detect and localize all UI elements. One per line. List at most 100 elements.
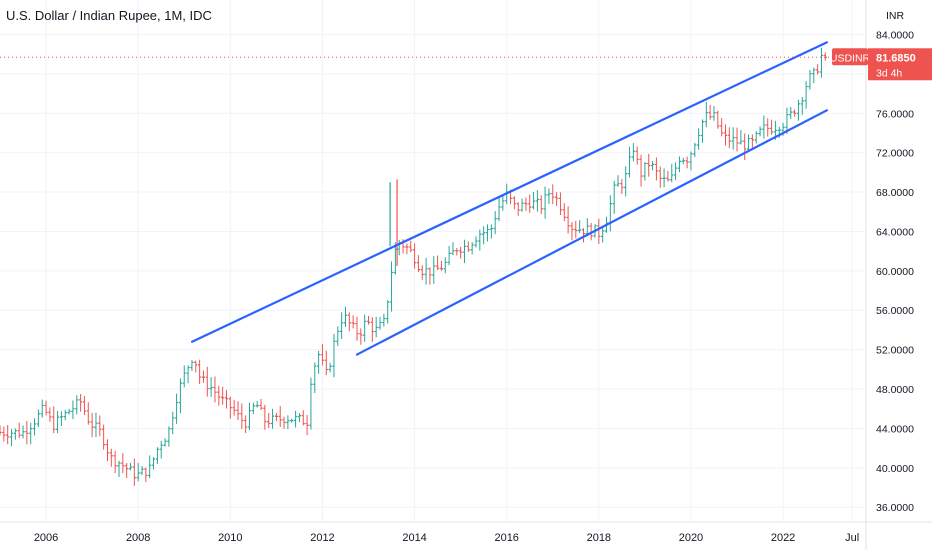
candle — [297, 413, 302, 423]
candle — [29, 422, 33, 445]
candle — [282, 416, 286, 429]
candle — [643, 162, 647, 181]
candle — [0, 425, 2, 436]
candle — [128, 462, 133, 471]
candle — [167, 426, 171, 447]
candle — [647, 153, 651, 177]
candle — [144, 467, 148, 483]
candle — [79, 394, 83, 412]
candle — [17, 422, 21, 439]
candle — [259, 398, 263, 411]
candle — [9, 429, 14, 447]
candle — [48, 407, 52, 422]
time-axis[interactable]: 2006 2008 2010 2012 2014 2016 2018 2020 2022 Jul — [0, 521, 932, 544]
candle — [447, 246, 451, 266]
candle — [796, 99, 801, 121]
price-axis[interactable]: INR 36.0000 40.0000 44.0000 48.0000 52.0000 56… — [830, 0, 932, 550]
candle — [685, 156, 689, 169]
candle — [409, 240, 413, 253]
candle — [244, 415, 248, 434]
candle — [716, 110, 720, 129]
candle — [700, 119, 705, 143]
candle — [735, 127, 739, 152]
candle — [82, 396, 87, 416]
candle — [270, 408, 275, 429]
candle — [397, 239, 401, 256]
candle — [766, 118, 770, 137]
candle — [370, 317, 374, 343]
candle — [412, 243, 417, 269]
candle — [627, 146, 632, 178]
candle — [232, 399, 236, 416]
candle — [343, 306, 348, 327]
candle — [670, 163, 674, 183]
candle — [750, 134, 754, 148]
candle — [378, 316, 382, 330]
candle — [608, 195, 612, 232]
x-tick-label: 2020 — [679, 532, 703, 544]
candle — [198, 359, 202, 384]
candle — [32, 418, 37, 436]
candle — [474, 236, 478, 248]
candle — [531, 192, 536, 210]
candle — [386, 300, 390, 324]
candle — [201, 370, 206, 383]
candle — [36, 409, 40, 428]
candle — [320, 343, 325, 366]
candle — [293, 410, 298, 428]
candle — [789, 107, 793, 120]
candle — [75, 395, 79, 415]
candle — [136, 462, 140, 482]
candle — [712, 106, 716, 121]
y-tick-label: 44.0000 — [876, 423, 914, 435]
trend-channel — [190, 41, 828, 356]
symbol-badge-text: USDINR — [830, 52, 871, 64]
candle — [697, 128, 701, 150]
candle — [754, 131, 758, 144]
candle — [470, 242, 474, 255]
x-tick-label: 2022 — [771, 532, 795, 544]
candle — [746, 134, 751, 152]
candle — [516, 202, 520, 216]
candle — [762, 115, 766, 139]
x-tick-label: 2014 — [402, 532, 426, 544]
candle — [562, 203, 566, 222]
candle — [59, 411, 64, 427]
candle — [247, 402, 252, 430]
candle — [55, 410, 60, 434]
candle — [309, 377, 313, 430]
candle — [255, 400, 259, 408]
candle — [528, 194, 532, 213]
candle — [98, 415, 102, 437]
candle — [117, 460, 121, 478]
candle — [267, 412, 271, 428]
candle — [40, 399, 44, 418]
candle — [631, 143, 635, 162]
y-tick-label: 48.0000 — [876, 384, 914, 396]
candle — [478, 229, 482, 251]
candle — [363, 314, 367, 342]
candle — [812, 67, 816, 84]
candle — [163, 438, 167, 447]
candle — [689, 151, 693, 171]
candle — [382, 313, 386, 327]
candle — [704, 101, 708, 128]
candle — [171, 411, 175, 435]
candle — [650, 160, 655, 171]
price-badge-countdown: 3d 4h — [876, 67, 902, 79]
candle — [274, 412, 278, 422]
candle — [25, 420, 29, 445]
candle — [635, 146, 639, 165]
candle — [240, 403, 244, 430]
x-tick-label: 2008 — [126, 532, 150, 544]
candle — [221, 386, 225, 405]
candle — [601, 227, 605, 243]
candle — [359, 328, 363, 345]
candle — [236, 401, 240, 421]
candle — [224, 390, 229, 409]
candle-series — [0, 47, 827, 486]
channel-line-lower — [355, 109, 828, 356]
candle — [493, 211, 497, 235]
candle — [731, 127, 735, 150]
candle — [578, 220, 582, 233]
